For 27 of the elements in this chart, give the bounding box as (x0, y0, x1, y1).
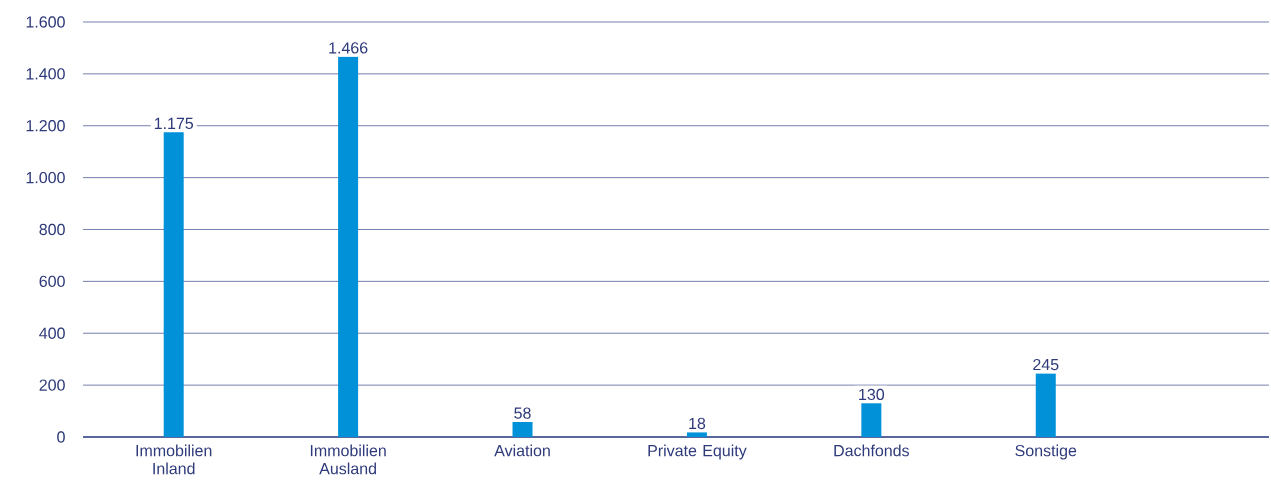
x-tick-label: Immobilien Inland (136, 444, 212, 475)
data-label: 1.466 (329, 42, 368, 54)
data-label: 18 (689, 417, 706, 430)
y-tick-label: 0 (57, 431, 65, 443)
bar (861, 403, 882, 437)
bar (686, 432, 707, 437)
x-tick-label: Immobilien Ausland (310, 444, 386, 475)
x-tick-label: Sonstige (1015, 444, 1077, 460)
y-tick-label: 800 (39, 223, 65, 236)
bar (1035, 373, 1056, 437)
y-tick-label: 1.400 (26, 68, 65, 80)
data-label: 1.175 (154, 117, 194, 130)
y-tick-label: 1.600 (26, 16, 65, 28)
x-tick-label: Aviation (494, 444, 550, 457)
data-label: 245 (1033, 358, 1059, 371)
bar (512, 421, 533, 437)
y-tick-label: 600 (39, 275, 65, 288)
x-tick-label: Dachfonds (834, 444, 909, 457)
y-tick-label: 200 (39, 379, 65, 391)
data-label: 58 (514, 407, 531, 419)
bar (163, 132, 184, 437)
y-tick-label: 400 (39, 327, 65, 339)
data-label: 130 (859, 388, 885, 401)
y-tick-label: 1.200 (26, 120, 65, 132)
y-tick-label: 1.000 (26, 171, 65, 184)
x-tick-label: Private Equity (648, 444, 747, 460)
bar (338, 56, 359, 437)
